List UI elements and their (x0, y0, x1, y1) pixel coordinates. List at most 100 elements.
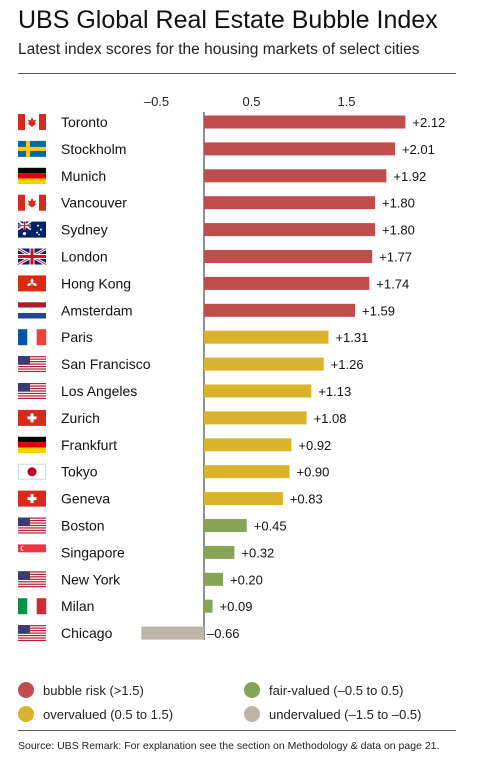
value-label: +0.09 (220, 599, 253, 614)
japan-flag-icon (18, 463, 46, 480)
value-label: +1.26 (331, 357, 364, 372)
value-label: +2.12 (412, 115, 445, 130)
usa-flag-icon (18, 517, 46, 534)
bar (204, 330, 329, 344)
legend-label-fair: fair-valued (–0.5 to 0.5) (269, 682, 404, 698)
netherlands-flag-icon (18, 302, 46, 319)
bar (204, 142, 395, 156)
chart-subtitle: Latest index scores for the housing mark… (18, 41, 420, 58)
switzerland-flag-icon (18, 409, 46, 426)
value-label: +0.92 (298, 438, 331, 453)
legend-item-overvalued: overvalued (0.5 to 1.5) (18, 706, 173, 722)
value-label: +2.01 (402, 142, 435, 157)
legend-swatch-fair (244, 682, 260, 698)
sweden-flag-icon (18, 140, 46, 157)
city-label: Milan (61, 598, 94, 614)
x-tick-label: 1.5 (337, 94, 355, 109)
city-label: Tokyo (61, 464, 98, 480)
city-label: Munich (61, 168, 106, 184)
value-label: +0.83 (290, 492, 323, 507)
legend-swatch-overvalued (18, 706, 34, 722)
source-note: Source: UBS Remark: For explanation see … (18, 740, 440, 752)
value-label: +1.80 (382, 223, 415, 238)
value-label: +1.59 (362, 303, 395, 318)
x-tick-label: –0.5 (144, 94, 169, 109)
city-label: Vancouver (61, 195, 127, 211)
bar (204, 492, 283, 506)
city-label: London (61, 249, 108, 265)
italy-flag-icon (18, 598, 47, 615)
legend-label-bubble: bubble risk (>1.5) (43, 682, 144, 698)
bar (141, 626, 204, 640)
canada-flag-icon (18, 114, 46, 130)
chart-title: UBS Global Real Estate Bubble Index (18, 6, 438, 34)
uk-flag-icon (17, 247, 47, 266)
footer-divider (18, 730, 456, 731)
bar (204, 384, 312, 398)
title-divider (18, 73, 456, 74)
australia-flag-icon (17, 220, 46, 238)
city-label: Stockholm (61, 141, 126, 157)
city-label: Singapore (61, 544, 125, 560)
canada-flag-icon (18, 194, 46, 211)
bar (204, 169, 387, 183)
value-label: +0.45 (254, 519, 287, 534)
bar (204, 438, 292, 452)
legend-item-fair: fair-valued (–0.5 to 0.5) (244, 682, 403, 698)
bar (204, 599, 213, 613)
city-label: Zurich (61, 410, 100, 426)
city-label: Frankfurt (61, 437, 117, 453)
city-label: New York (61, 571, 121, 587)
x-tick-label: 0.5 (242, 94, 260, 109)
city-label: Toronto (61, 114, 108, 130)
city-label: Sydney (61, 222, 108, 238)
legend-label-overvalued: overvalued (0.5 to 1.5) (43, 706, 174, 722)
city-label: Boston (61, 518, 105, 534)
usa-flag-icon (18, 625, 46, 642)
usa-flag-icon (18, 356, 46, 373)
bar (204, 411, 307, 425)
value-label: +1.31 (335, 330, 368, 345)
value-label: +1.13 (318, 384, 351, 399)
legend-swatch-bubble (18, 682, 34, 698)
singapore-flag-icon (18, 544, 46, 561)
legend-label-undervalued: undervalued (–1.5 to –0.5) (269, 706, 422, 722)
bar (204, 196, 375, 210)
city-label: Paris (61, 329, 93, 345)
bar (204, 223, 375, 237)
bar (204, 465, 290, 479)
usa-flag-icon (18, 383, 46, 399)
city-label: Hong Kong (61, 275, 131, 291)
city-label: Geneva (61, 491, 110, 507)
germany-flag-icon (18, 436, 46, 453)
value-label: +1.08 (314, 411, 347, 426)
city-label: San Francisco (61, 356, 151, 372)
bar (204, 303, 356, 317)
bar (204, 276, 370, 290)
city-label: Chicago (61, 625, 113, 641)
bar (204, 357, 324, 371)
usa-flag-icon (18, 571, 46, 588)
bar (204, 115, 406, 129)
france-flag-icon (18, 329, 47, 346)
bar-chart: –0.5 0.5 1.5 Toronto +2.12 Stockholm +2.01 Muni… (17, 94, 445, 642)
city-label: Los Angeles (61, 383, 137, 399)
value-label: +1.77 (379, 250, 412, 265)
switzerland-flag-icon (18, 490, 46, 507)
value-label: +1.74 (376, 276, 409, 291)
legend-item-undervalued: undervalued (–1.5 to –0.5) (244, 706, 422, 722)
bar (204, 519, 247, 532)
value-label: +1.80 (382, 196, 415, 211)
bar (204, 545, 235, 559)
legend-item-bubble: bubble risk (>1.5) (18, 682, 144, 698)
value-label: +0.32 (241, 545, 274, 560)
germany-flag-icon (18, 167, 46, 184)
city-label: Amsterdam (61, 302, 133, 318)
value-label: +0.90 (297, 465, 330, 480)
value-label: +1.92 (393, 169, 426, 184)
hong-kong-flag-icon (18, 275, 46, 292)
bar (204, 250, 373, 263)
bar (204, 572, 223, 586)
legend-swatch-undervalued (244, 706, 260, 722)
value-label: +0.20 (230, 572, 263, 587)
